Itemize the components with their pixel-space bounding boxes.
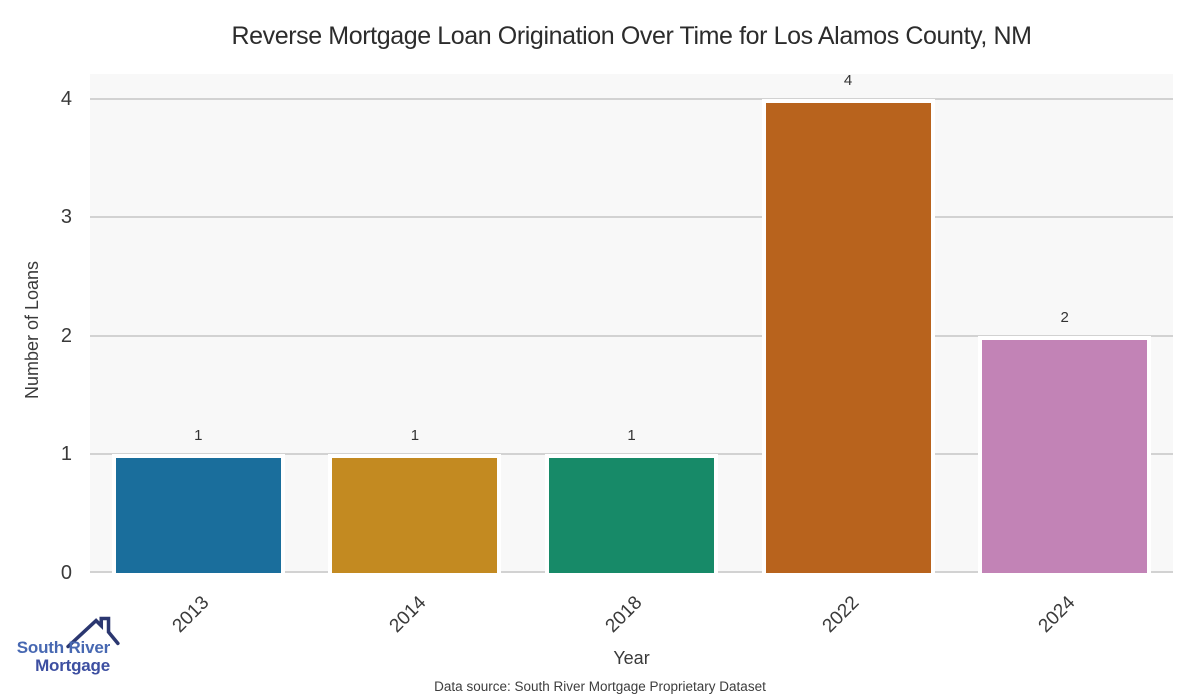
- gridline-y1: [90, 453, 1173, 456]
- plot-area: 1 1 1 4 2: [90, 71, 1173, 573]
- y-axis-ticks: 0 1 2 3 4: [0, 0, 78, 700]
- y-tick-label-4: 4: [60, 87, 72, 110]
- y-tick-label-3: 3: [60, 206, 72, 229]
- bar-value-label-2022: 4: [843, 71, 853, 89]
- house-roof-icon: [66, 616, 120, 649]
- y-tick-label-0: 0: [60, 562, 72, 584]
- x-axis-label: Year: [613, 648, 650, 668]
- gridline-y2: [90, 334, 1173, 337]
- bar-value-label-2018: 1: [627, 427, 636, 445]
- y-tick-label-1: 1: [60, 443, 72, 466]
- bar-2018: [545, 454, 718, 573]
- logo-text-mortgage: Mortgage: [35, 656, 110, 675]
- logo-text-south-river: South River: [16, 638, 110, 657]
- x-tick-label-2013: 2013: [168, 592, 214, 637]
- gridline-y4: [90, 97, 1173, 100]
- bar-value-label-2014: 1: [410, 427, 420, 445]
- bar-2024: [978, 335, 1152, 573]
- bar-2014: [328, 454, 502, 573]
- bar-2013: [111, 454, 285, 573]
- south-river-mortgage-logo: South River Mortgage: [14, 612, 128, 686]
- y-tick-label-2: 2: [60, 324, 72, 347]
- bar-value-label-2013: 1: [194, 427, 203, 445]
- x-axis-ticks: 2013 2014 2018 2022 2024: [90, 573, 1173, 637]
- data-source-note: Data source: South River Mortgage Propri…: [434, 679, 766, 694]
- bar-2022: [761, 98, 935, 573]
- x-tick-label-2022: 2022: [818, 592, 864, 637]
- x-tick-label-2024: 2024: [1035, 592, 1080, 637]
- x-tick-label-2018: 2018: [601, 592, 647, 637]
- gridline-y3: [90, 216, 1173, 219]
- chart-title: Reverse Mortgage Loan Origination Over T…: [231, 22, 1032, 50]
- x-tick-label-2014: 2014: [385, 592, 430, 637]
- bar-value-label-2024: 2: [1060, 308, 1069, 326]
